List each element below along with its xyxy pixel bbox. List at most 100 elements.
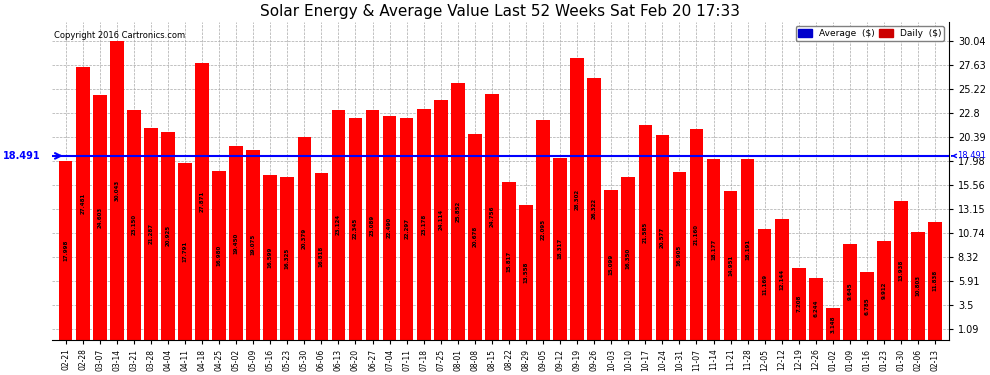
Bar bbox=[537, 120, 549, 339]
Bar bbox=[93, 95, 107, 339]
Text: 13.558: 13.558 bbox=[524, 261, 529, 283]
Text: 16.599: 16.599 bbox=[267, 246, 272, 268]
Title: Solar Energy & Average Value Last 52 Weeks Sat Feb 20 17:33: Solar Energy & Average Value Last 52 Wee… bbox=[260, 4, 741, 19]
Bar bbox=[485, 94, 499, 339]
Text: 6.785: 6.785 bbox=[864, 297, 869, 315]
Text: 27.481: 27.481 bbox=[80, 192, 85, 214]
Bar bbox=[298, 137, 311, 339]
Text: 16.818: 16.818 bbox=[319, 245, 324, 267]
Bar bbox=[365, 110, 379, 339]
Bar bbox=[655, 135, 669, 339]
Text: 23.150: 23.150 bbox=[132, 214, 137, 235]
Bar bbox=[639, 125, 652, 339]
Bar bbox=[348, 118, 362, 339]
Text: 18.191: 18.191 bbox=[745, 238, 750, 260]
Bar bbox=[434, 100, 447, 339]
Bar bbox=[263, 175, 277, 339]
Text: 16.980: 16.980 bbox=[217, 244, 222, 266]
Bar bbox=[280, 177, 294, 339]
Text: 18.491: 18.491 bbox=[2, 151, 40, 161]
Bar bbox=[553, 158, 567, 339]
Text: 11.169: 11.169 bbox=[762, 273, 767, 295]
Text: 15.099: 15.099 bbox=[609, 254, 614, 275]
Text: 18.491: 18.491 bbox=[951, 152, 986, 160]
Text: 16.350: 16.350 bbox=[626, 248, 631, 269]
Text: 25.852: 25.852 bbox=[455, 201, 460, 222]
Bar bbox=[587, 78, 601, 339]
Text: 23.089: 23.089 bbox=[370, 214, 375, 236]
Text: 14.951: 14.951 bbox=[728, 255, 733, 276]
Bar bbox=[605, 190, 618, 339]
Text: 22.490: 22.490 bbox=[387, 217, 392, 238]
Bar bbox=[127, 110, 141, 339]
Bar bbox=[894, 201, 908, 339]
Text: 9.645: 9.645 bbox=[847, 283, 852, 300]
Bar bbox=[247, 150, 260, 339]
Bar bbox=[315, 172, 329, 339]
Text: 16.905: 16.905 bbox=[677, 245, 682, 266]
Bar bbox=[230, 146, 243, 339]
Bar bbox=[877, 241, 891, 339]
Bar bbox=[400, 118, 414, 339]
Text: 7.208: 7.208 bbox=[796, 295, 801, 312]
Text: 24.756: 24.756 bbox=[489, 206, 494, 227]
Bar bbox=[76, 67, 89, 339]
Text: 20.379: 20.379 bbox=[302, 228, 307, 249]
Text: 15.817: 15.817 bbox=[507, 251, 512, 272]
Text: 18.177: 18.177 bbox=[711, 238, 716, 260]
Text: 13.938: 13.938 bbox=[899, 260, 904, 281]
Text: 22.297: 22.297 bbox=[404, 218, 409, 239]
Text: 17.791: 17.791 bbox=[182, 241, 187, 262]
Legend: Average  ($), Daily  ($): Average ($), Daily ($) bbox=[796, 26, 944, 41]
Text: 23.178: 23.178 bbox=[421, 214, 426, 235]
Bar bbox=[468, 134, 482, 339]
Text: 22.345: 22.345 bbox=[353, 218, 358, 239]
Bar bbox=[929, 222, 942, 339]
Bar bbox=[332, 110, 346, 339]
Text: 17.998: 17.998 bbox=[63, 240, 68, 261]
Bar bbox=[912, 232, 925, 339]
Bar bbox=[622, 177, 636, 339]
Bar bbox=[195, 63, 209, 339]
Bar bbox=[860, 272, 874, 339]
Bar bbox=[519, 205, 533, 339]
Text: 21.160: 21.160 bbox=[694, 224, 699, 245]
Bar bbox=[383, 116, 396, 339]
Text: 10.803: 10.803 bbox=[916, 275, 921, 297]
Bar bbox=[809, 278, 823, 339]
Text: 11.838: 11.838 bbox=[933, 270, 938, 291]
Text: 30.043: 30.043 bbox=[114, 180, 119, 201]
Bar bbox=[672, 172, 686, 339]
Bar bbox=[826, 308, 840, 339]
Text: 20.678: 20.678 bbox=[472, 226, 477, 248]
Text: 16.325: 16.325 bbox=[285, 248, 290, 269]
Text: Copyright 2016 Cartronics.com: Copyright 2016 Cartronics.com bbox=[53, 31, 185, 40]
Bar bbox=[690, 129, 703, 339]
Bar bbox=[741, 159, 754, 339]
Bar bbox=[758, 229, 771, 339]
Text: 24.603: 24.603 bbox=[97, 207, 102, 228]
Text: 19.075: 19.075 bbox=[250, 234, 255, 255]
Text: 26.322: 26.322 bbox=[592, 198, 597, 219]
Bar bbox=[145, 128, 157, 339]
Bar bbox=[417, 110, 431, 339]
Bar bbox=[724, 191, 738, 339]
Text: 18.317: 18.317 bbox=[557, 238, 562, 259]
Text: 6.244: 6.244 bbox=[814, 300, 819, 317]
Bar bbox=[451, 83, 464, 339]
Text: 22.095: 22.095 bbox=[541, 219, 545, 240]
Bar bbox=[792, 268, 806, 339]
Text: 3.148: 3.148 bbox=[831, 315, 836, 333]
Bar bbox=[212, 171, 226, 339]
Bar bbox=[707, 159, 721, 339]
Text: 12.144: 12.144 bbox=[779, 268, 784, 290]
Bar bbox=[58, 161, 72, 339]
Text: 21.287: 21.287 bbox=[148, 223, 153, 245]
Text: 20.925: 20.925 bbox=[165, 225, 170, 246]
Text: 19.450: 19.450 bbox=[234, 232, 239, 254]
Bar bbox=[570, 58, 584, 339]
Bar bbox=[161, 132, 175, 339]
Text: 9.912: 9.912 bbox=[881, 282, 886, 299]
Text: 27.871: 27.871 bbox=[200, 190, 205, 212]
Bar bbox=[178, 163, 192, 339]
